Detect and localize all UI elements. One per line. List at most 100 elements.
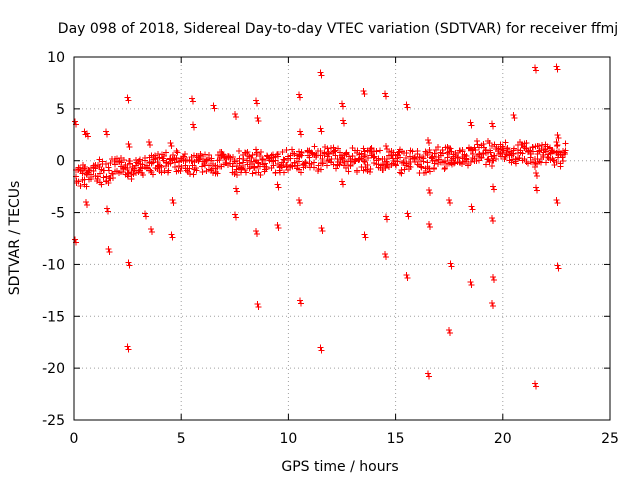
baseline-point bbox=[364, 154, 371, 161]
baseline-point bbox=[519, 150, 526, 157]
data-point bbox=[532, 383, 539, 390]
data-point bbox=[467, 279, 474, 286]
x-tick-label: 25 bbox=[601, 431, 619, 447]
baseline-point bbox=[489, 162, 496, 169]
baseline-point bbox=[334, 145, 341, 152]
data-point bbox=[446, 326, 453, 333]
baseline-point bbox=[199, 163, 206, 170]
data-point bbox=[253, 97, 260, 104]
data-point bbox=[491, 276, 498, 283]
data-point bbox=[425, 139, 432, 146]
data-point bbox=[448, 148, 455, 155]
data-point bbox=[317, 125, 324, 132]
data-point bbox=[447, 329, 454, 336]
data-point bbox=[533, 170, 540, 177]
baseline-point bbox=[126, 158, 133, 165]
data-point bbox=[142, 213, 149, 220]
baseline-point bbox=[441, 165, 448, 172]
data-marks bbox=[72, 63, 569, 390]
baseline-point bbox=[248, 154, 255, 161]
data-point bbox=[340, 103, 346, 110]
baseline-point bbox=[310, 164, 317, 171]
baseline-point bbox=[107, 160, 114, 167]
data-point bbox=[424, 370, 431, 377]
data-point bbox=[72, 236, 79, 243]
data-point bbox=[146, 139, 153, 146]
data-point bbox=[381, 90, 388, 97]
baseline-point bbox=[431, 150, 438, 157]
baseline-point bbox=[172, 164, 179, 171]
baseline-point bbox=[255, 159, 262, 166]
baseline-point bbox=[347, 162, 354, 169]
data-point bbox=[360, 88, 367, 95]
baseline-point bbox=[426, 147, 433, 154]
baseline-point bbox=[206, 151, 213, 158]
data-point bbox=[510, 112, 517, 119]
x-tick-label: 5 bbox=[177, 431, 186, 447]
baseline-point bbox=[291, 151, 298, 158]
data-point bbox=[468, 203, 475, 210]
data-point bbox=[297, 200, 304, 207]
baseline-point bbox=[257, 152, 264, 159]
data-point bbox=[317, 344, 324, 351]
baseline-point bbox=[336, 161, 343, 168]
data-point bbox=[425, 186, 432, 193]
baseline-point bbox=[236, 148, 243, 155]
baseline-point bbox=[283, 147, 290, 154]
data-point bbox=[125, 170, 132, 177]
baseline-point bbox=[202, 162, 209, 169]
data-point bbox=[297, 128, 304, 135]
baseline-point bbox=[156, 154, 163, 161]
data-point bbox=[210, 102, 217, 109]
data-point bbox=[254, 231, 261, 238]
data-point bbox=[534, 173, 541, 180]
data-point bbox=[169, 197, 176, 204]
data-point bbox=[103, 128, 110, 135]
baseline-point bbox=[137, 156, 144, 163]
data-point bbox=[426, 223, 433, 230]
data-point bbox=[447, 200, 454, 207]
baseline-point bbox=[561, 151, 568, 158]
data-point bbox=[125, 346, 132, 353]
baseline-point bbox=[430, 165, 437, 172]
data-point bbox=[405, 213, 412, 220]
data-point bbox=[84, 133, 91, 140]
data-point bbox=[254, 100, 261, 107]
baseline-point bbox=[493, 156, 500, 163]
baseline-point bbox=[475, 157, 482, 164]
y-axis-title: SDTVAR / TECUs bbox=[7, 181, 23, 296]
data-point bbox=[447, 145, 454, 152]
x-tick-label: 15 bbox=[387, 431, 405, 447]
baseline-point bbox=[397, 154, 404, 161]
baseline-point bbox=[485, 156, 492, 163]
baseline-point bbox=[349, 153, 356, 160]
data-point bbox=[124, 343, 131, 350]
data-point bbox=[275, 184, 282, 191]
data-point bbox=[382, 143, 389, 150]
data-point bbox=[531, 64, 538, 71]
data-point bbox=[319, 228, 326, 235]
baseline-point bbox=[424, 159, 431, 166]
baseline-point bbox=[375, 155, 382, 162]
baseline-point bbox=[169, 151, 176, 158]
baseline-point bbox=[302, 159, 309, 166]
chart-title: Day 098 of 2018, Sidereal Day-to-day VTE… bbox=[58, 21, 618, 37]
data-point bbox=[149, 229, 156, 236]
baseline-point bbox=[353, 168, 360, 175]
plot-frame bbox=[73, 56, 611, 421]
baseline-point bbox=[311, 143, 318, 150]
baseline-point bbox=[149, 159, 156, 166]
data-point bbox=[297, 94, 304, 101]
baseline-point bbox=[525, 160, 532, 167]
baseline-point bbox=[189, 162, 196, 169]
data-point bbox=[404, 274, 411, 281]
x-axis-tick-labels: 0 5 10 15 20 25 bbox=[70, 431, 619, 447]
baseline-point bbox=[102, 161, 109, 168]
data-point bbox=[254, 149, 261, 156]
baseline-point bbox=[495, 145, 502, 152]
baseline-point bbox=[345, 168, 352, 175]
data-point bbox=[555, 134, 562, 141]
y-tick-label: -15 bbox=[42, 309, 65, 325]
baseline-point bbox=[324, 145, 331, 152]
baseline-point bbox=[371, 153, 378, 160]
